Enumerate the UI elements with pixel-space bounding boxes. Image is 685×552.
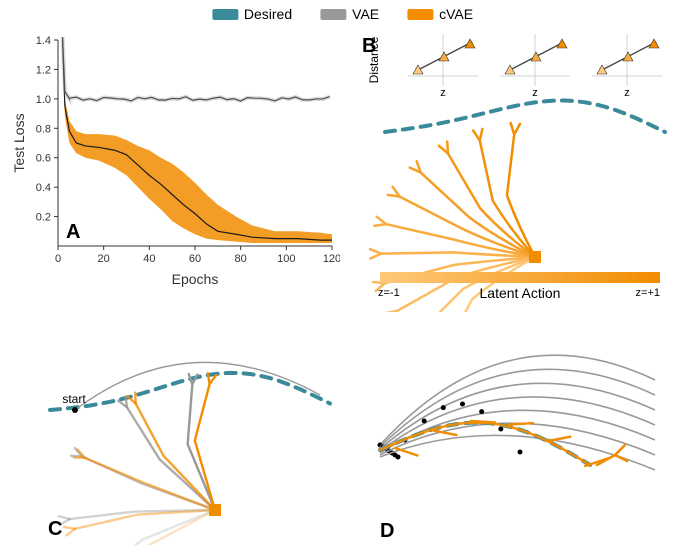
legend-swatch-cvae xyxy=(407,9,433,20)
svg-text:0.8: 0.8 xyxy=(36,123,51,135)
svg-text:1.4: 1.4 xyxy=(36,35,51,47)
svg-text:20: 20 xyxy=(98,253,110,265)
svg-text:40: 40 xyxy=(143,253,155,265)
legend-label: Desired xyxy=(244,6,292,22)
svg-text:Epochs: Epochs xyxy=(172,271,219,287)
svg-text:120: 120 xyxy=(323,253,340,265)
svg-text:0.6: 0.6 xyxy=(36,153,51,165)
panel-a: 0 20 40 60 80 100 120 0.2 0.4 0.6 0.8 1.0 1.2 1.4 Epoc… xyxy=(10,32,340,292)
panel-d: D xyxy=(365,345,675,545)
svg-text:0: 0 xyxy=(55,253,61,265)
legend-item: VAE xyxy=(320,6,379,22)
svg-text:100: 100 xyxy=(277,253,295,265)
legend-item: Desired xyxy=(212,6,292,22)
svg-text:0.2: 0.2 xyxy=(36,212,51,224)
svg-text:60: 60 xyxy=(189,253,201,265)
panel-c: start C xyxy=(30,335,350,545)
svg-text:1.2: 1.2 xyxy=(36,64,51,76)
legend-swatch-desired xyxy=(212,9,238,20)
chart-a: 0 20 40 60 80 100 120 0.2 0.4 0.6 0.8 1.0 1.2 1.4 Epoc… xyxy=(10,32,340,292)
svg-text:z: z xyxy=(532,87,538,99)
svg-text:0.4: 0.4 xyxy=(36,182,51,194)
svg-text:Latent Action: Latent Action xyxy=(480,285,561,301)
svg-text:z=+1: z=+1 xyxy=(636,287,660,299)
svg-text:C: C xyxy=(48,518,62,540)
svg-text:z=-1: z=-1 xyxy=(378,287,400,299)
svg-text:z: z xyxy=(440,87,446,99)
diagram-b: zzzDistancez=-1z=+1Latent ActionB xyxy=(350,32,680,312)
legend-item: cVAE xyxy=(407,6,473,22)
legend: Desired VAE cVAE xyxy=(212,6,473,22)
panel-b: zzzDistancez=-1z=+1Latent ActionB xyxy=(350,32,680,312)
diagram-c: start C xyxy=(30,335,350,545)
svg-text:80: 80 xyxy=(235,253,247,265)
svg-text:A: A xyxy=(66,221,80,243)
svg-text:D: D xyxy=(380,520,394,542)
svg-text:z: z xyxy=(624,87,630,99)
svg-text:1.0: 1.0 xyxy=(36,94,51,106)
svg-text:B: B xyxy=(362,35,376,57)
svg-text:Test Loss: Test Loss xyxy=(11,113,27,172)
legend-swatch-vae xyxy=(320,9,346,20)
diagram-d: D xyxy=(365,345,675,545)
legend-label: VAE xyxy=(352,6,379,22)
svg-text:start: start xyxy=(62,392,86,406)
legend-label: cVAE xyxy=(439,6,473,22)
